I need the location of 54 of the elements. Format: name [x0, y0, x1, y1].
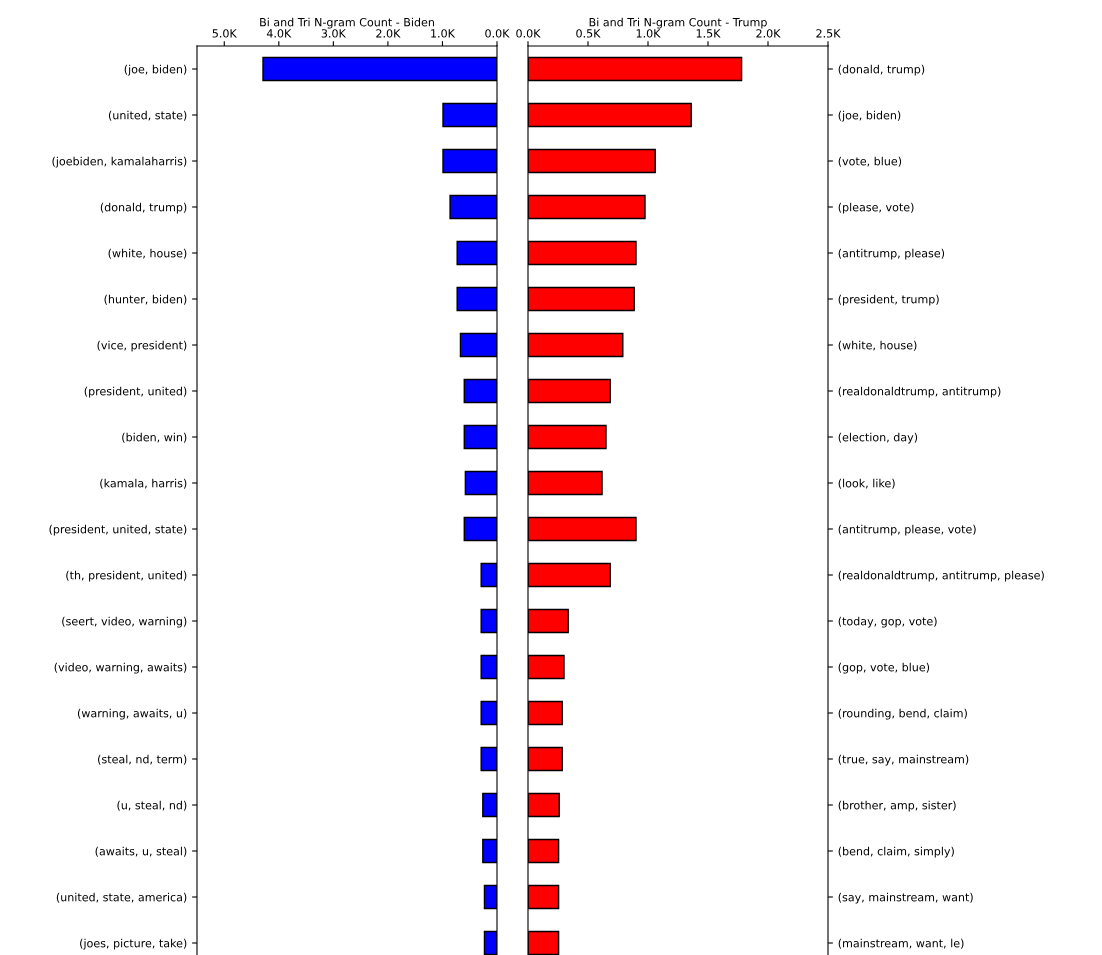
y-tick-label: (steal, nd, term): [98, 754, 187, 765]
y-tick-label: (joe, biden): [838, 110, 901, 122]
y-tick-label: (look, like): [838, 478, 895, 489]
y-tick-label: (please, vote): [838, 202, 914, 214]
y-tick-label: (awaits, u, steal): [95, 846, 187, 857]
y-tick-label: (united, state, america): [56, 892, 187, 903]
y-tick-label: (true, say, mainstream): [838, 754, 969, 766]
y-tick-label: (today, gop, vote): [838, 616, 937, 628]
y-tick-label: (joe, biden): [124, 64, 187, 76]
x-tick-label: 0.5K: [576, 29, 601, 38]
y-tick-label: (rounding, bend, claim): [838, 708, 967, 720]
y-tick-label: (kamala, harris): [100, 478, 187, 489]
y-tick-label: (joebiden, kamalaharris): [52, 156, 187, 168]
y-tick-label: (joes, picture, take): [80, 938, 187, 950]
x-tick-label: 1.0K: [431, 29, 456, 38]
y-tick-label: (th, president, united): [66, 570, 187, 582]
y-tick-label: (video, warning, awaits): [54, 662, 187, 674]
y-tick-label: (u, steal, nd): [117, 800, 187, 811]
y-tick-label: (biden, win): [122, 432, 187, 443]
x-tick-label: 4.0K: [266, 29, 292, 38]
y-tick-label: (bend, claim, simply): [838, 846, 954, 858]
y-tick-label: (election, day): [838, 432, 918, 444]
y-tick-label: (antitrump, please, vote): [838, 524, 976, 536]
y-tick-label: (president, united): [84, 386, 187, 398]
x-tick-label: 5.0K: [212, 29, 237, 38]
x-tick-label: 2.0K: [376, 29, 401, 38]
y-tick-label: (hunter, biden): [104, 294, 187, 305]
x-tick-label: 2.5K: [816, 29, 841, 38]
x-tick-label: 0.0K: [516, 29, 541, 38]
y-tick-label: (white, house): [838, 340, 917, 351]
y-tick-label: (realdonaldtrump, antitrump, please): [838, 570, 1044, 582]
y-tick-label: (brother, amp, sister): [838, 800, 956, 812]
x-tick-label: 3.0K: [321, 29, 347, 38]
y-tick-label: (vice, president): [97, 340, 187, 352]
y-tick-label: (president, united, state): [49, 524, 187, 536]
y-tick-label: (mainstream, want, le): [838, 938, 964, 949]
y-tick-label: (warning, awaits, u): [77, 708, 187, 720]
y-tick-label: (president, trump): [838, 294, 939, 306]
y-tick-label: (donald, trump): [100, 202, 187, 214]
x-tick-label: 2.0K: [756, 29, 781, 38]
y-tick-label: (united, state): [108, 110, 187, 121]
y-tick-label: (antitrump, please): [838, 248, 945, 260]
x-tick-label: 1.5K: [696, 29, 721, 38]
y-tick-label: (say, mainstream, want): [838, 892, 973, 904]
x-tick-label: 0.0K: [485, 29, 510, 38]
y-tick-label: (vote, blue): [838, 156, 902, 167]
y-tick-label: (seert, video, warning): [62, 616, 187, 628]
y-tick-label: (donald, trump): [838, 64, 925, 76]
x-tick-label: 1.0K: [636, 29, 661, 38]
x-axis-title: Bi and Tri N-gram Count - Biden: [260, 17, 434, 29]
y-tick-label: (gop, vote, blue): [838, 662, 930, 674]
y-tick-label: (white, house): [108, 248, 187, 259]
y-tick-label: (realdonaldtrump, antitrump): [838, 386, 1001, 398]
x-axis-title: Bi and Tri N-gram Count - Trump: [589, 17, 767, 29]
